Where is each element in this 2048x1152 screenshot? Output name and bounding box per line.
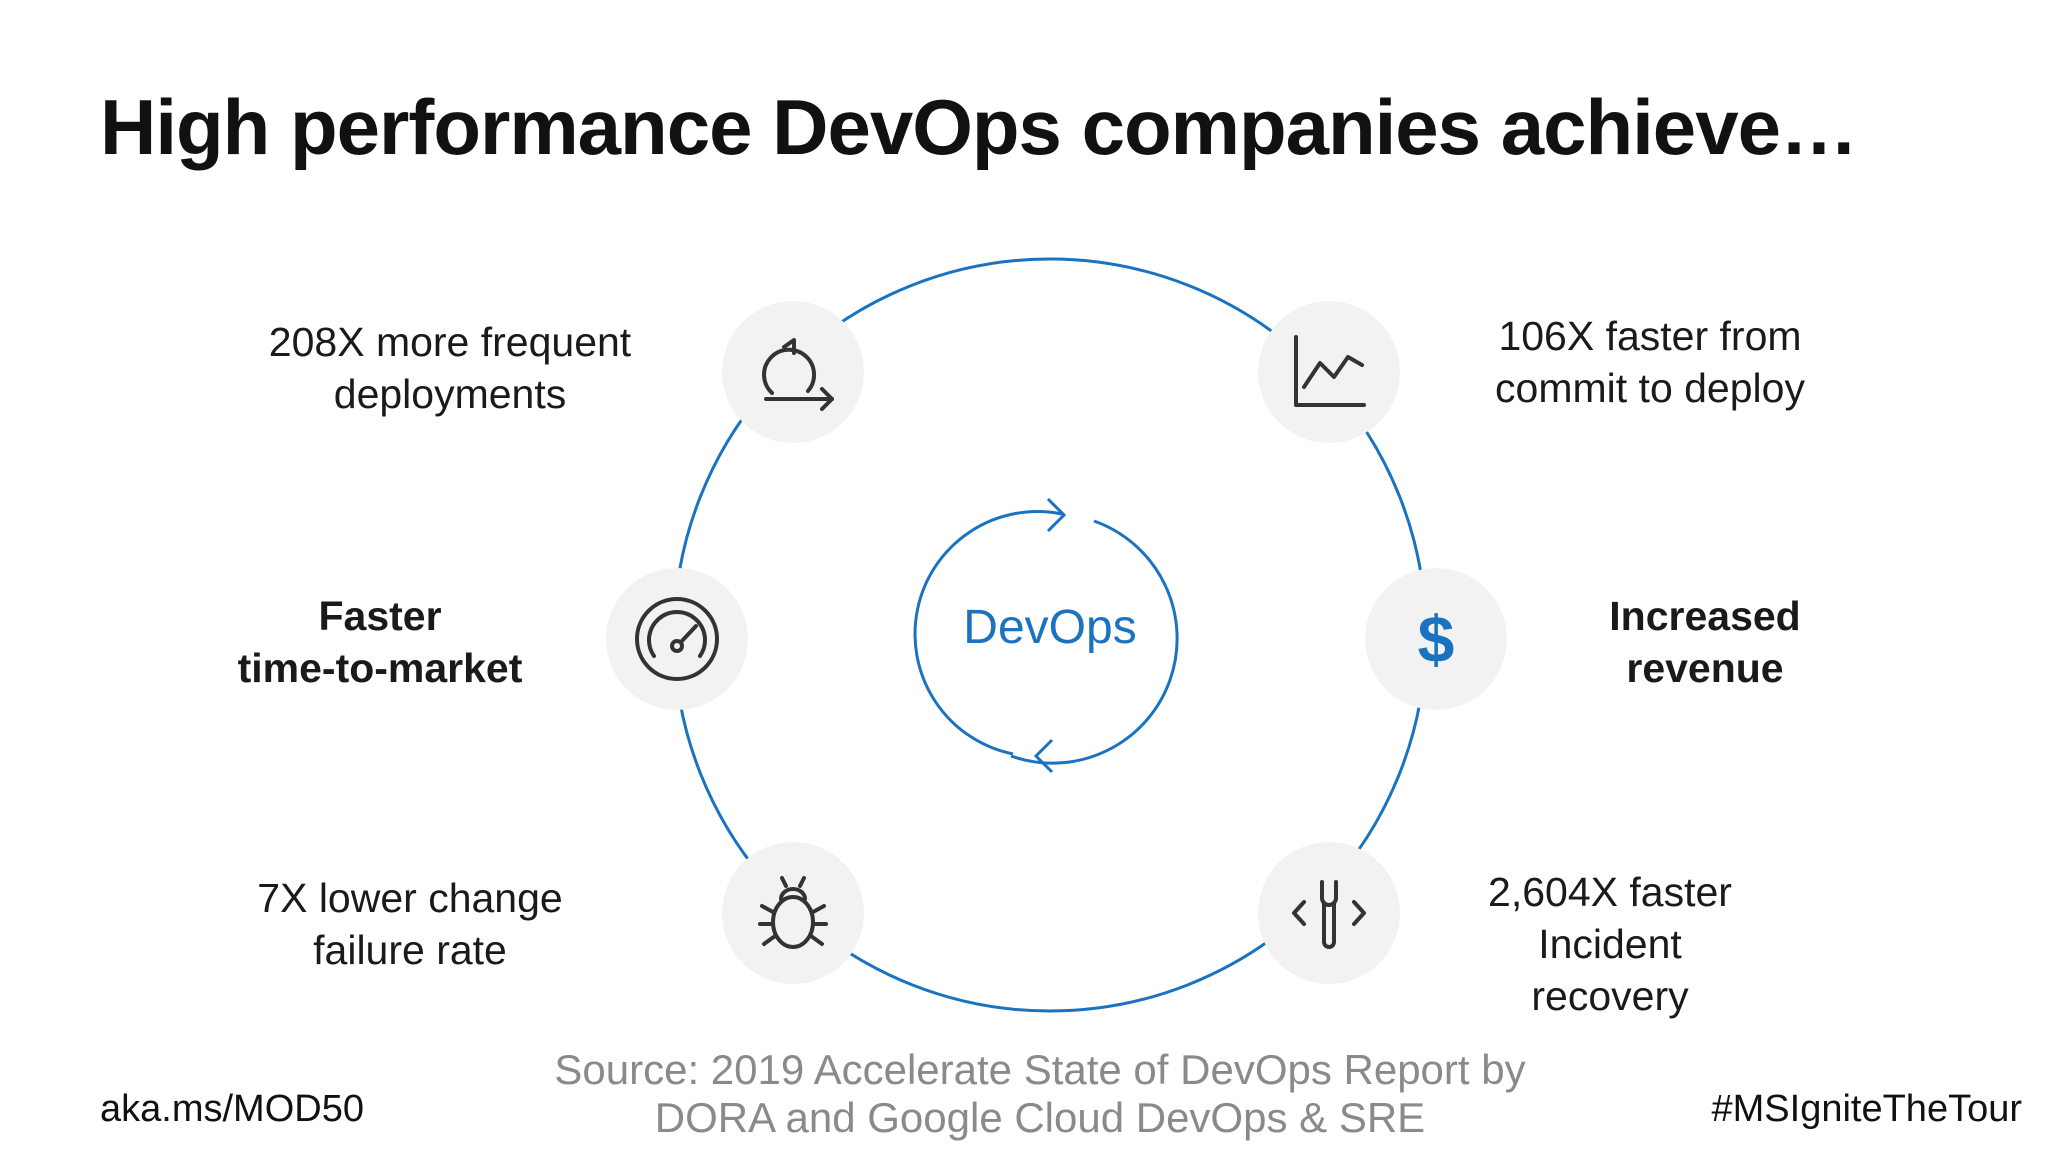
code-wrench-icon xyxy=(1292,880,1366,949)
line-chart-icon xyxy=(1294,335,1366,407)
devops-center-label: DevOps xyxy=(963,601,1137,654)
node-change-failure xyxy=(722,842,864,984)
refresh-arrow-icon xyxy=(762,338,834,411)
devops-cycle-icon xyxy=(913,497,1179,774)
node-deployments xyxy=(722,301,864,443)
stat-deployments: 208X more frequent deployments xyxy=(268,319,632,417)
stat-time-to-market: Faster time-to-market xyxy=(237,593,523,691)
node-revenue: $ xyxy=(1365,568,1507,710)
speedometer-icon xyxy=(635,597,719,681)
footer-hashtag: #MSIgniteTheTour xyxy=(1711,1088,2023,1130)
node-time-to-market xyxy=(606,568,748,710)
stat-change-failure: 7X lower change failure rate xyxy=(257,875,563,973)
bug-icon xyxy=(758,876,828,949)
slide-title: High performance DevOps companies achiev… xyxy=(100,83,1858,171)
stat-revenue: Increased revenue xyxy=(1609,593,1801,691)
node-incident-recovery xyxy=(1258,842,1400,984)
stat-commit-to-deploy: 106X faster from commit to deploy xyxy=(1495,313,1805,411)
stat-incident-recovery: 2,604X faster Incident recovery xyxy=(1488,869,1732,1019)
source-citation: Source: 2019 Accelerate State of DevOps … xyxy=(554,1046,1526,1141)
footer-link[interactable]: aka.ms/MOD50 xyxy=(100,1088,364,1130)
dollar-icon: $ xyxy=(1417,602,1455,676)
node-commit-to-deploy xyxy=(1258,301,1400,443)
